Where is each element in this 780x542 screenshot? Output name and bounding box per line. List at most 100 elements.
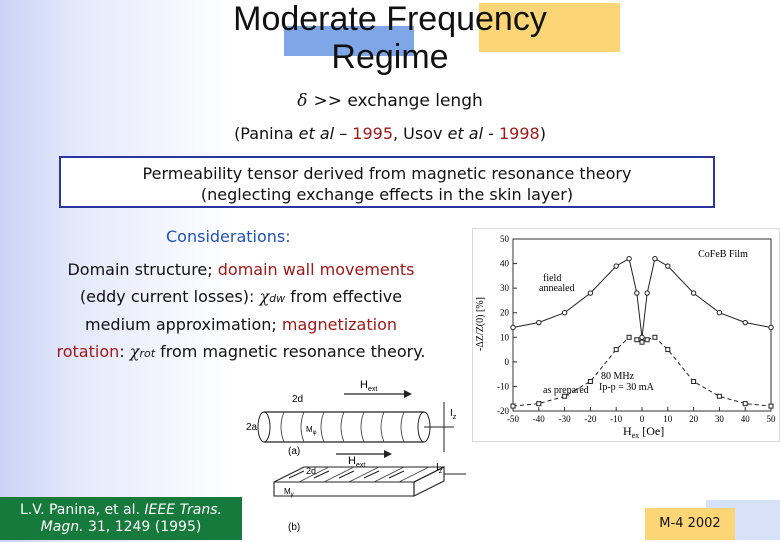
citation-volume: 31, 1249 (1995) (83, 519, 202, 535)
y-tick-label: -20 (497, 406, 509, 416)
para-line-4: rotation: χrot from magnetic resonance t… (6, 339, 476, 368)
ref-year-2: 1998 (498, 124, 540, 143)
para-text-9: from magnetic resonance theory. (155, 341, 426, 361)
ref-usov: , Usov (393, 124, 448, 143)
series-field-annealed-point (768, 324, 774, 331)
series-field-annealed-point (536, 319, 542, 326)
series-as-prepared-point (644, 337, 650, 343)
label-frequency: 80 MHz (601, 371, 635, 382)
series-field-annealed-point (742, 319, 748, 326)
series-as-prepared-point (691, 379, 697, 385)
x-tick-label: 0 (640, 414, 645, 424)
h-ext-label-b: Hext (348, 455, 365, 469)
series-as-prepared-point (587, 379, 593, 385)
citation-background (0, 497, 242, 540)
para-magnetization: magnetization (281, 315, 398, 334)
para-line-1: Domain structure; domain wall movements (6, 257, 476, 284)
condition-text: >> exchange lengh (313, 91, 483, 111)
para-text-5: medium approximation; (84, 315, 282, 334)
chi-symbol-dw: χ (259, 286, 270, 306)
citation-journal-2: Magn. (40, 519, 84, 535)
y-tick-label: 10 (500, 332, 510, 342)
considerations-paragraph: Domain structure; domain wall movements … (6, 257, 476, 367)
domain-diagram-svg: Hext 2d 2a Iz Mφ (a) Hext 2d Iz My (b) (246, 379, 466, 533)
citation-line-2: Magn. 31, 1249 (1995) (0, 519, 242, 536)
ref-et-al-1: et al (298, 124, 335, 143)
series-as-prepared-point (665, 347, 671, 353)
caption-a: (a) (288, 446, 300, 457)
series-as-prepared-point (626, 334, 632, 340)
series-as-prepared-point (562, 393, 568, 399)
label-field: field (543, 273, 561, 284)
citation-authors: L.V. Panina, et al. (20, 502, 145, 518)
magnetization-label-a: Mφ (306, 425, 317, 436)
series-field-annealed-point (561, 310, 568, 316)
para-rotation: rotation (56, 341, 120, 361)
tensor-statement-box: Permeability tensor derived from magneti… (59, 156, 715, 208)
y-tick-label: 20 (500, 308, 510, 318)
x-tick-label: 20 (689, 414, 699, 424)
para-line-3: medium approximation; magnetization (6, 312, 476, 339)
chi-sub-rot: rot (139, 346, 156, 360)
y-tick-label: 50 (500, 234, 510, 244)
condition-line: δ >> exchange lengh (0, 91, 780, 111)
series-field-annealed-point (587, 290, 594, 296)
series-field-annealed-point (639, 334, 645, 340)
caption-b: (b) (288, 522, 300, 533)
para-domain-wall: domain wall movements (217, 260, 415, 279)
series-field-annealed-point (626, 255, 632, 262)
series-as-prepared-point (742, 401, 748, 407)
chi-symbol-rot: χ (129, 341, 140, 361)
considerations-heading: Considerations: (166, 227, 291, 246)
citation-line-1: L.V. Panina, et al. IEEE Trans. (0, 502, 242, 519)
x-tick-label: -30 (559, 414, 571, 424)
title-line-1: Moderate Frequency (233, 0, 547, 38)
citation: L.V. Panina, et al. IEEE Trans. Magn. 31… (0, 502, 242, 536)
series-as-prepared-point (634, 337, 640, 343)
ref-dash-2: - (483, 124, 499, 143)
y-tick-label: 30 (500, 283, 510, 293)
x-tick-label: -10 (610, 414, 622, 424)
title-line-2: Regime (331, 38, 449, 76)
chi-sub-dw: dw (269, 291, 286, 305)
box-line-2: (neglecting exchange effects in the skin… (200, 185, 574, 204)
series-field-annealed-point (716, 310, 723, 316)
series-as-prepared-point (613, 347, 619, 353)
slide-title: Moderate Frequency Regime (180, 0, 600, 76)
y-tick-label: -10 (497, 381, 509, 391)
references-line: (Panina et al – 1995, Usov et al - 1998) (0, 124, 780, 143)
series-field-annealed-point (690, 290, 697, 296)
series-as-prepared-point (510, 403, 516, 409)
series-as-prepared-point (536, 401, 542, 407)
series-field-annealed-point (652, 255, 658, 262)
cylinder-sample (257, 402, 454, 452)
para-text-3: (eddy current losses): (79, 286, 260, 306)
series-field-annealed-point (613, 263, 619, 269)
para-line-2: (eddy current losses): χdw from effectiv… (6, 284, 476, 313)
x-tick-label: -50 (507, 414, 519, 424)
x-axis-label: Hex [Oe] (623, 424, 664, 440)
citation-journal: IEEE Trans. (144, 502, 222, 518)
para-colon: : (119, 341, 130, 361)
film-sample (273, 466, 466, 497)
ref-open: (Panina (234, 124, 299, 143)
current-label-a: Iz (450, 408, 457, 421)
title-yellow-block (479, 3, 620, 52)
series-field-annealed-point (634, 290, 640, 296)
series-field-annealed-point (665, 263, 671, 269)
h-ext-arrow-b (336, 450, 392, 458)
thickness-label-b: 2d (306, 466, 316, 476)
x-tick-label: 30 (715, 414, 725, 424)
ref-close: ) (539, 124, 546, 143)
series-field-annealed-line (512, 257, 772, 338)
impedance-chart-svg: 50 40 30 20 10 0 -10 -20 -50 -40 -30 -20 -10 0 10 20 30… (475, 234, 776, 440)
radius-label: 2a (246, 422, 258, 433)
y-axis-label: -ΔZ/Z(0) [%] (475, 297, 486, 351)
series-as-prepared-point (652, 334, 658, 340)
h-ext-label-a: Hext (360, 379, 377, 393)
x-tick-label: -40 (533, 414, 545, 424)
y-tick-label: 0 (505, 357, 510, 367)
ref-et-al-2: et al (447, 124, 484, 143)
ref-year-1: 1995 (352, 124, 393, 143)
slide-tag: M-4 2002 (645, 508, 735, 540)
